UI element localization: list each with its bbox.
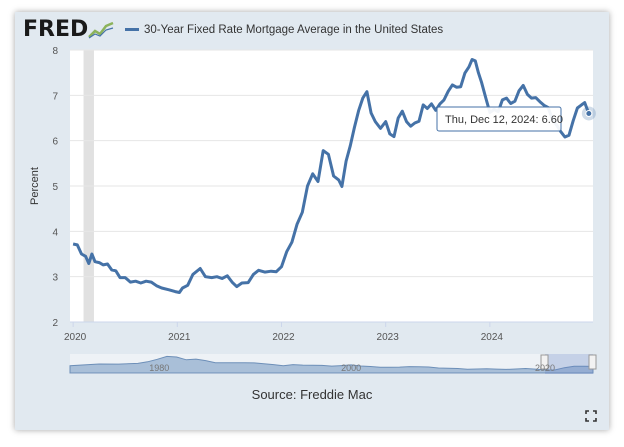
navigator-label-2020: 2020	[535, 363, 555, 373]
y-tick-labels: 2 3 4 5 6 7 8	[52, 46, 58, 329]
navigator-label-1980: 1980	[149, 363, 169, 373]
source-credit: Source: Freddie Mac	[251, 387, 373, 402]
x-tick-labels: 2020 2021 2022 2023 2024	[64, 322, 503, 343]
tooltip-text: Thu, Dec 12, 2024: 6.60	[445, 114, 563, 126]
x-tick-label-2020: 2020	[64, 332, 87, 343]
y-tick-label-6: 6	[52, 137, 58, 148]
y-tick-label-5: 5	[52, 182, 58, 193]
tooltip-date: Thu, Dec 12, 2024:	[445, 114, 539, 126]
chart-frame: FRED 30-Year Fixed Rate Mortgage Average…	[15, 12, 609, 430]
navigator-handle-left[interactable]	[540, 354, 549, 370]
navigator[interactable]: 1980 2000 2020	[69, 354, 597, 374]
tooltip-box	[436, 106, 562, 132]
navigator-area	[69, 355, 594, 374]
fred-logo[interactable]: FRED	[23, 17, 89, 42]
hover-point	[585, 109, 593, 117]
navigator-handle-right[interactable]	[588, 354, 597, 370]
y-tick-label-2: 2	[52, 318, 58, 329]
series-line[interactable]	[72, 58, 591, 294]
x-tick-label-2022: 2022	[272, 332, 295, 343]
y-tick-label-4: 4	[52, 227, 58, 238]
chart-line-icon	[88, 21, 114, 39]
fullscreen-icon[interactable]	[585, 410, 597, 422]
grid-group	[70, 49, 593, 323]
y-tick-label-7: 7	[52, 91, 58, 102]
chart-svg[interactable]: 2 3 4 5 6 7 8 2020 2021 2022 2023 2024 Percent Thu…	[15, 12, 609, 430]
y-tick-label-8: 8	[52, 46, 58, 57]
tooltip-value: 6.60	[542, 114, 563, 126]
y-axis-label: Percent	[29, 167, 41, 205]
navigator-selected-range[interactable]	[545, 354, 593, 374]
x-tick-label-2024: 2024	[481, 332, 504, 343]
navigator-label-2000: 2000	[341, 363, 361, 373]
legend-series-name: 30-Year Fixed Rate Mortgage Average in t…	[144, 24, 444, 36]
x-tick-label-2021: 2021	[168, 332, 191, 343]
legend-swatch	[125, 28, 139, 32]
chart-legend[interactable]: 30-Year Fixed Rate Mortgage Average in t…	[125, 24, 443, 36]
x-tick-label-2023: 2023	[377, 332, 400, 343]
y-tick-label-3: 3	[52, 273, 58, 284]
tooltip: Thu, Dec 12, 2024: 6.60	[436, 106, 563, 132]
